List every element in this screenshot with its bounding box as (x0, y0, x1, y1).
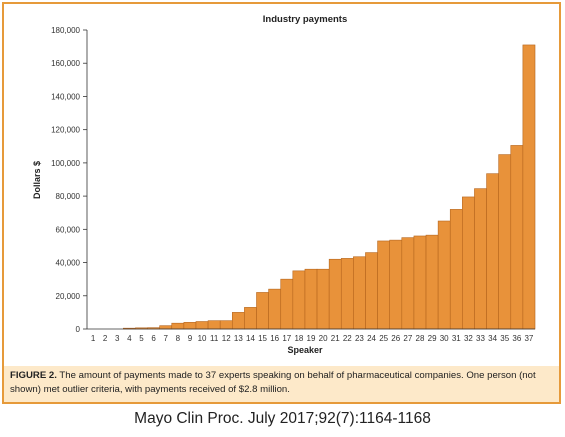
bar-speaker-25 (377, 240, 391, 330)
x-tick-label: 3 (115, 334, 120, 343)
x-tick-label: 26 (391, 334, 400, 343)
y-tick-label: 40,000 (56, 259, 81, 268)
chart-title: Industry payments (263, 14, 347, 25)
figure-label: FIGURE 2. (10, 370, 57, 381)
figure-panel: Industry payments Dollars $ Speaker 0 20,… (2, 2, 561, 404)
y-tick-label: 60,000 (56, 225, 81, 234)
x-tick-label: 36 (512, 334, 521, 343)
bar-speaker-17 (280, 278, 294, 330)
bar-speaker-19 (304, 268, 318, 330)
bar-chart: Industry payments Dollars $ Speaker 0 20,… (32, 14, 536, 355)
y-tick-label: 120,000 (51, 126, 80, 135)
x-tick-label: 33 (476, 334, 485, 343)
bar-speaker-15 (256, 292, 269, 330)
x-tick-label: 7 (163, 334, 168, 343)
y-tick-label: 160,000 (51, 59, 80, 68)
bar-speaker-26 (389, 239, 403, 330)
y-tick-label: 80,000 (56, 192, 81, 201)
bar-speaker-12 (219, 320, 233, 330)
x-tick-label: 16 (270, 334, 279, 343)
bar-speaker-10 (195, 321, 209, 330)
bar-speaker-24 (365, 252, 378, 330)
bar-speaker-18 (292, 270, 306, 330)
bar-speaker-22 (340, 258, 354, 330)
bar-speaker-33 (474, 188, 487, 330)
x-tick-label: 32 (464, 334, 473, 343)
bar-speaker-37 (522, 44, 536, 330)
bar-speaker-29 (425, 234, 439, 330)
y-tick-label: 140,000 (51, 92, 80, 101)
x-tick-label: 21 (331, 334, 340, 343)
x-tick-label: 22 (343, 334, 352, 343)
x-tick-label: 23 (355, 334, 364, 343)
x-tick-label: 31 (452, 334, 461, 343)
y-axis: 0 20,000 40,000 60,000 80,000 100,000 120,000 1… (51, 26, 88, 334)
x-tick-label: 9 (188, 334, 193, 343)
bar-speaker-31 (449, 209, 463, 330)
x-tick-label: 4 (127, 334, 132, 343)
x-tick-label: 1 (91, 334, 96, 343)
bar-speaker-20 (316, 268, 330, 330)
x-tick-label: 28 (416, 334, 425, 343)
bar-speaker-32 (462, 196, 475, 330)
caption-box: FIGURE 2. The amount of payments made to… (4, 366, 559, 402)
x-tick-label: 13 (234, 334, 243, 343)
bar-speaker-8 (171, 322, 185, 330)
x-tick-label: 35 (500, 334, 509, 343)
y-tick-label: 0 (76, 325, 81, 334)
x-tick-label: 8 (176, 334, 181, 343)
figure-caption: FIGURE 2. The amount of payments made to… (10, 369, 555, 397)
y-tick-label: 180,000 (51, 26, 80, 35)
bar-speaker-28 (413, 235, 427, 330)
bar-speaker-34 (486, 173, 499, 330)
x-tick-label: 5 (139, 334, 144, 343)
bar-speaker-23 (353, 256, 366, 330)
x-tick-label: 27 (403, 334, 412, 343)
x-axis: 1 2 3 4 5 6 7 8 9 10 11 12 13 14 15 16 17 18 19 20 21 22 23 24 2… (87, 328, 535, 343)
bar-speaker-21 (328, 258, 342, 330)
bar-speaker-16 (268, 288, 282, 330)
x-tick-label: 12 (222, 334, 231, 343)
x-tick-label: 2 (103, 334, 108, 343)
x-tick-label: 10 (198, 334, 207, 343)
bar-speaker-13 (231, 312, 245, 330)
x-tick-label: 30 (440, 334, 449, 343)
x-tick-label: 14 (246, 334, 255, 343)
bar-speaker-30 (437, 220, 451, 330)
caption-text: The amount of payments made to 37 expert… (10, 370, 536, 395)
bar-speaker-27 (401, 237, 415, 330)
x-tick-label: 19 (307, 334, 316, 343)
x-tick-label: 24 (367, 334, 376, 343)
x-tick-label: 37 (524, 334, 533, 343)
bar-speaker-11 (207, 320, 221, 330)
bar-speaker-36 (510, 145, 524, 330)
bar-speaker-7 (159, 325, 173, 330)
x-tick-label: 20 (319, 334, 328, 343)
x-tick-label: 17 (282, 334, 291, 343)
x-tick-label: 29 (428, 334, 437, 343)
x-tick-label: 6 (151, 334, 156, 343)
x-tick-label: 15 (258, 334, 267, 343)
y-tick-label: 100,000 (51, 159, 80, 168)
bar-speaker-35 (498, 154, 512, 330)
bars-group (123, 44, 536, 330)
bar-speaker-9 (183, 322, 197, 330)
x-tick-label: 11 (210, 334, 219, 343)
x-tick-label: 25 (379, 334, 388, 343)
y-axis-title: Dollars $ (32, 161, 42, 199)
x-tick-label: 34 (488, 334, 497, 343)
x-axis-title: Speaker (287, 345, 323, 355)
bar-speaker-14 (244, 307, 257, 330)
x-tick-label: 18 (294, 334, 303, 343)
y-tick-label: 20,000 (56, 292, 81, 301)
source-citation: Mayo Clin Proc. July 2017;92(7):1164-116… (134, 410, 431, 427)
